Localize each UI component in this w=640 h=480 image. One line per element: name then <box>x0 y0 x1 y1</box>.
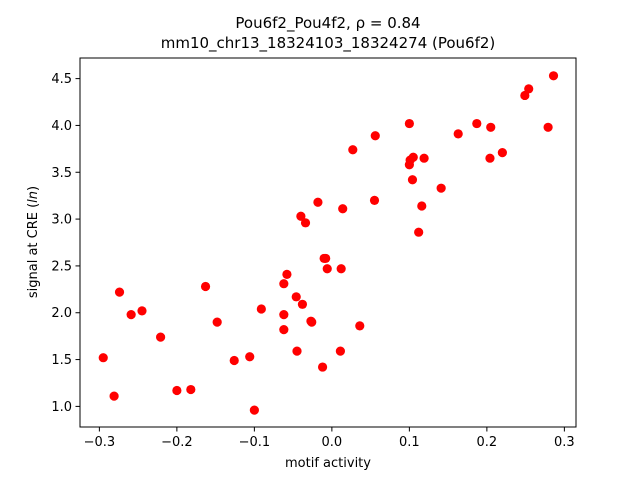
data-point-35 <box>355 321 365 331</box>
data-point-42 <box>408 152 418 162</box>
data-point-2 <box>109 391 119 401</box>
y-tick-label: 1.5 <box>51 353 72 368</box>
y-axis-label-text: signal at CRE ( <box>26 203 41 298</box>
axes-frame <box>79 57 577 428</box>
x-axis-label: motif activity <box>285 456 371 471</box>
chart-title-line1: Pou6f2_Pou4f2, ρ = 0.84 <box>235 14 420 33</box>
x-tick-label: 0.3 <box>554 435 575 450</box>
data-point-30 <box>322 264 332 274</box>
data-point-18 <box>282 269 292 279</box>
data-point-45 <box>419 153 429 163</box>
x-tick-label: −0.2 <box>161 435 193 450</box>
data-point-13 <box>249 405 259 415</box>
data-point-1 <box>98 353 108 363</box>
data-point-47 <box>453 129 463 139</box>
data-point-23 <box>300 218 311 228</box>
data-point-53 <box>524 84 534 94</box>
y-axis-label-close: ) <box>26 186 41 191</box>
data-point-11 <box>229 355 239 366</box>
data-point-44 <box>417 201 427 211</box>
data-point-3 <box>114 287 125 297</box>
data-point-21 <box>296 211 306 221</box>
data-point-41 <box>407 175 418 185</box>
data-point-50 <box>486 122 496 132</box>
data-point-16 <box>279 310 289 320</box>
data-point-14 <box>256 304 266 314</box>
y-axis-ticks: 1.0 1.5 2.0 2.5 3.0 3.5 4.0 4.5 <box>51 72 80 415</box>
x-tick-label: −0.1 <box>239 435 271 450</box>
y-tick-label: 3.0 <box>51 213 72 228</box>
data-point-36 <box>369 195 380 205</box>
data-point-38 <box>404 118 414 129</box>
data-point-8 <box>186 384 196 395</box>
y-tick-label: 2.0 <box>51 306 72 321</box>
data-point-54 <box>543 122 553 132</box>
data-point-26 <box>313 197 323 207</box>
data-point-49 <box>485 153 495 163</box>
data-point-55 <box>548 71 559 81</box>
data-point-6 <box>156 332 166 342</box>
data-point-34 <box>348 145 358 155</box>
x-axis-ticks: −0.3 −0.2 −0.1 0.0 0.1 0.2 0.3 <box>84 427 575 450</box>
data-point-51 <box>497 147 507 158</box>
x-tick-label: 0.0 <box>322 435 343 450</box>
x-tick-label: 0.1 <box>399 435 420 450</box>
y-axis-label: signal at CRE (ln) <box>26 186 41 298</box>
data-point-4 <box>126 310 136 320</box>
data-point-7 <box>172 385 182 396</box>
y-tick-label: 3.5 <box>51 166 72 181</box>
data-point-43 <box>414 227 424 237</box>
plot-area <box>98 71 559 415</box>
data-point-31 <box>335 346 345 356</box>
data-point-25 <box>307 317 317 327</box>
data-point-5 <box>137 306 147 316</box>
data-point-19 <box>291 292 301 302</box>
data-point-20 <box>292 346 302 356</box>
y-tick-label: 4.0 <box>51 119 72 134</box>
data-point-9 <box>200 281 211 292</box>
data-point-33 <box>338 204 348 214</box>
data-point-37 <box>370 131 380 141</box>
y-axis-label-ln: ln <box>26 191 41 203</box>
data-point-46 <box>436 183 446 193</box>
data-point-32 <box>336 264 346 274</box>
data-point-22 <box>297 299 308 309</box>
y-tick-label: 1.0 <box>51 400 72 415</box>
data-point-10 <box>212 317 222 327</box>
x-tick-label: 0.2 <box>477 435 498 450</box>
data-point-12 <box>245 352 255 362</box>
data-point-29 <box>321 253 331 264</box>
y-tick-label: 4.5 <box>51 72 72 87</box>
chart-title-line2: mm10_chr13_18324103_18324274 (Pou6f2) <box>161 34 496 53</box>
data-point-17 <box>279 325 289 335</box>
x-tick-label: −0.3 <box>84 435 116 450</box>
data-point-48 <box>472 118 482 129</box>
data-point-27 <box>317 362 328 372</box>
data-point-15 <box>279 279 289 289</box>
y-tick-label: 2.5 <box>51 259 72 274</box>
